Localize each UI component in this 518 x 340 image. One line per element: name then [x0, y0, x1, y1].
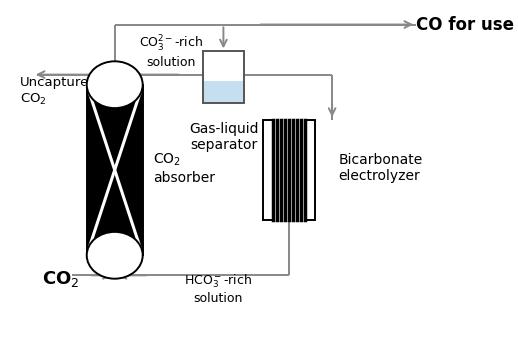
- Bar: [203, 51, 244, 81]
- Text: CO$_2$: CO$_2$: [41, 269, 79, 289]
- Bar: [305, 120, 314, 220]
- Text: Uncaptured
CO$_2$: Uncaptured CO$_2$: [20, 76, 98, 106]
- Text: CO$_3^{2-}$-rich
solution: CO$_3^{2-}$-rich solution: [138, 34, 203, 69]
- Bar: [203, 81, 244, 103]
- Text: CO for use: CO for use: [416, 16, 514, 34]
- Text: HCO$_3^-$-rich
solution: HCO$_3^-$-rich solution: [184, 272, 252, 305]
- Ellipse shape: [87, 232, 142, 279]
- Bar: [264, 120, 273, 220]
- Ellipse shape: [87, 61, 142, 108]
- Text: CO$_2$
absorber: CO$_2$ absorber: [153, 152, 215, 185]
- Bar: [87, 85, 142, 255]
- Bar: [203, 51, 244, 103]
- Text: Bicarbonate
electrolyzer: Bicarbonate electrolyzer: [339, 153, 423, 183]
- Text: Gas-liquid
separator: Gas-liquid separator: [189, 121, 258, 152]
